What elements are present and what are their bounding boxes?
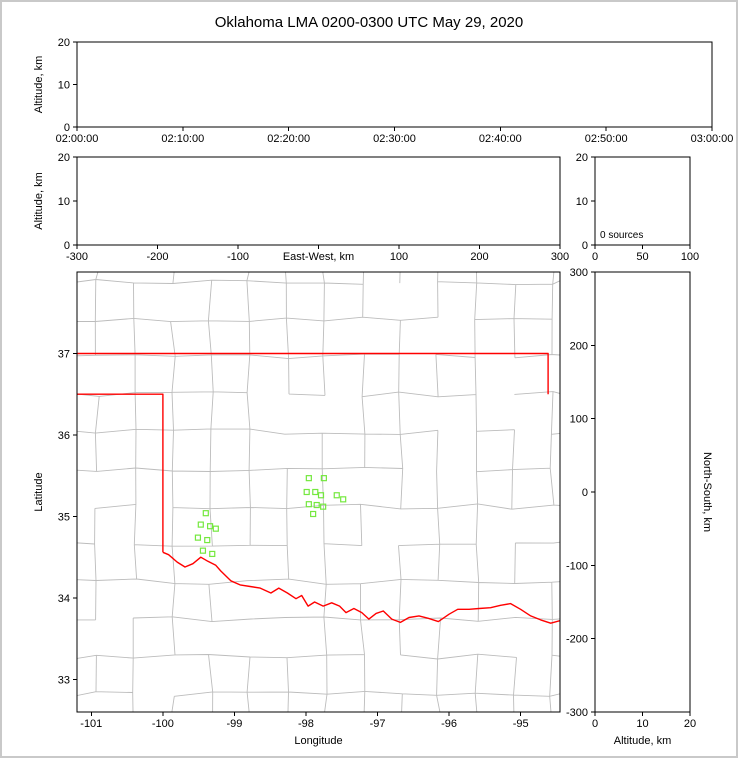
tick-label: -300 <box>66 251 88 263</box>
tick-label: 36 <box>58 430 70 442</box>
tick-label: 20 <box>576 152 588 164</box>
tick-label: 300 <box>551 251 569 263</box>
tick-label: 34 <box>58 593 70 605</box>
tick-label: 03:00:00 <box>691 133 734 145</box>
tick-label: 02:20:00 <box>267 133 310 145</box>
time-height-panel: 02:00:00 02:10:00 02:20:00 02:30:00 02:40:00… <box>33 37 733 145</box>
y-axis-label: Altitude, km <box>33 56 45 113</box>
ew-height-panel: -300 -200 -100 100 200 300 0 10 20 East-West, km A… <box>33 152 569 263</box>
x-axis-label: East-West, km <box>283 251 354 263</box>
tick-label: 02:40:00 <box>479 133 522 145</box>
tick-label: -200 <box>566 634 588 646</box>
tick-label: 200 <box>470 251 488 263</box>
x-axis-label: Longitude <box>294 735 342 747</box>
source-count-label: 0 sources <box>600 230 643 241</box>
tick-label: -96 <box>441 718 457 730</box>
lma-station-marker <box>204 536 211 544</box>
panel-border <box>594 156 691 246</box>
panel-border <box>76 156 561 246</box>
altitude-histogram-panel: 0 50 100 0 10 20 0 sources <box>576 152 699 263</box>
tick-label: 20 <box>58 37 70 49</box>
tick-label: 0 <box>64 240 70 252</box>
tick-label: 100 <box>681 251 699 263</box>
state-border <box>77 393 164 553</box>
lma-station-marker <box>320 503 327 510</box>
figure-title: Oklahoma LMA 0200-0300 UTC May 29, 2020 <box>214 14 524 31</box>
tick-label: 0 <box>582 487 588 499</box>
lma-station-marker <box>199 547 207 554</box>
y-axis-label: Altitude, km <box>33 172 45 229</box>
lma-station-marker <box>313 501 320 509</box>
lma-station-marker <box>305 501 312 508</box>
tick-label: 0 <box>592 251 598 263</box>
lma-station-marker <box>305 475 312 482</box>
tick-label: 0 <box>582 240 588 252</box>
tick-label: -100 <box>227 251 249 263</box>
tick-label: 0 <box>64 122 70 134</box>
ns-height-panel: 0 10 20 300 200 100 0 -100 -200 -300 Altitude, km N… <box>566 267 713 747</box>
y-axis-label: Latitude <box>33 472 45 511</box>
map-content <box>77 272 560 712</box>
tick-label: -98 <box>298 718 314 730</box>
state-border <box>162 551 560 624</box>
tick-label: 0 <box>592 718 598 730</box>
tick-label: 100 <box>570 414 588 426</box>
y-axis-label: North-South, km <box>701 452 713 532</box>
tick-label: 02:10:00 <box>161 133 204 145</box>
tick-label: 35 <box>58 511 70 523</box>
tick-label: 02:50:00 <box>585 133 628 145</box>
tick-label: 100 <box>390 251 408 263</box>
tick-label: 02:30:00 <box>373 133 416 145</box>
tick-label: 50 <box>636 251 648 263</box>
tick-label: -200 <box>146 251 168 263</box>
panel-border <box>76 41 713 128</box>
tick-label: 20 <box>684 718 696 730</box>
lma-station-marker <box>202 510 209 517</box>
tick-label: -100 <box>152 718 174 730</box>
tick-label: 37 <box>58 348 70 360</box>
panel-border <box>76 271 561 713</box>
tick-label: 10 <box>58 196 70 208</box>
lma-station-marker <box>340 496 347 503</box>
x-axis-label: Altitude, km <box>614 735 671 747</box>
state-border <box>77 352 549 395</box>
tick-label: 200 <box>570 340 588 352</box>
lma-station-marker <box>206 523 214 530</box>
panel-border <box>594 271 691 713</box>
county-borders <box>77 272 560 712</box>
tick-label: -95 <box>513 718 529 730</box>
lma-station-marker <box>317 492 325 499</box>
lma-station-marker <box>197 521 204 528</box>
tick-label: -300 <box>566 707 588 719</box>
tick-label: 10 <box>576 196 588 208</box>
tick-label: -99 <box>226 718 242 730</box>
lma-station-marker <box>310 510 317 518</box>
lma-station-marker <box>209 550 216 558</box>
tick-label: -100 <box>566 560 588 572</box>
lma-station-marker <box>303 488 310 496</box>
lma-station-marker <box>212 525 219 532</box>
tick-label: 10 <box>58 80 70 92</box>
tick-label: 10 <box>636 718 648 730</box>
tick-label: 33 <box>58 674 70 686</box>
lma-station-marker <box>320 475 327 482</box>
map-panel: -101 -100 -99 -98 -97 -96 -95 33 34 35 36 37 Longitu… <box>33 271 561 747</box>
tick-label: -101 <box>80 718 102 730</box>
lma-station-marker <box>312 488 319 496</box>
tick-label: 300 <box>570 267 588 279</box>
tick-label: 20 <box>58 152 70 164</box>
lma-station-marker <box>333 492 340 499</box>
tick-label: -97 <box>370 718 386 730</box>
lma-station-marker <box>194 534 202 541</box>
tick-label: 02:00:00 <box>56 133 99 145</box>
